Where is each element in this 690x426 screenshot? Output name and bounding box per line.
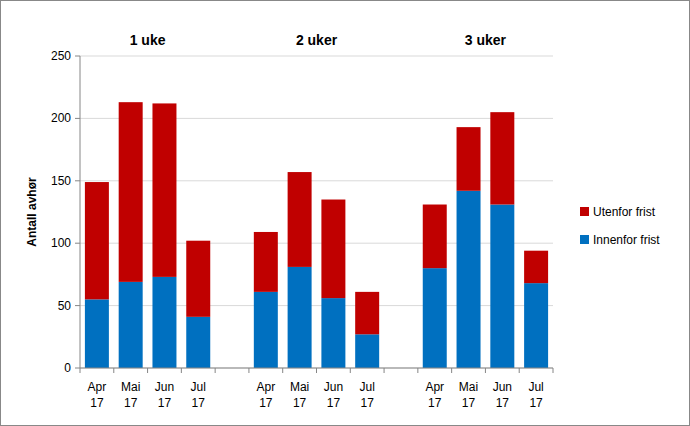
x-tick bbox=[417, 368, 418, 373]
bar-segment bbox=[524, 251, 548, 283]
y-tick-label: 100 bbox=[51, 236, 71, 250]
bar-segment bbox=[524, 283, 548, 368]
legend-swatch bbox=[580, 207, 589, 216]
grid-line bbox=[80, 305, 553, 306]
x-tick-label: Mai17 bbox=[290, 380, 309, 410]
frame bbox=[1, 1, 690, 426]
grid-line bbox=[80, 56, 553, 57]
bar-segment bbox=[254, 292, 278, 368]
y-axis bbox=[80, 56, 81, 368]
x-tick-label: Jun17 bbox=[155, 380, 174, 410]
y-tick-label: 150 bbox=[51, 174, 71, 188]
bar-segment bbox=[355, 292, 379, 334]
x-tick bbox=[519, 368, 520, 373]
x-tick bbox=[350, 368, 351, 373]
bar-segment bbox=[288, 172, 312, 267]
bar-segment bbox=[457, 191, 481, 368]
x-tick-label: Jun17 bbox=[324, 380, 343, 410]
chart: 0 50 100 150 200 250 Apr17 Mai17 Jun17 Jul17 Apr17… bbox=[0, 0, 690, 426]
x-tick bbox=[384, 368, 385, 373]
x-tick-label: Jul17 bbox=[191, 380, 206, 410]
group-label: 1 uke bbox=[130, 32, 166, 48]
bar-segment bbox=[119, 102, 143, 282]
y-tick-label: 200 bbox=[51, 111, 71, 125]
bar-segment bbox=[186, 317, 210, 368]
x-tick bbox=[181, 368, 182, 373]
bar-segment bbox=[423, 268, 447, 368]
bar-segment bbox=[85, 299, 109, 368]
x-tick bbox=[113, 368, 114, 373]
y-axis-label: Antall avhør bbox=[25, 177, 39, 247]
group-label: 3 uker bbox=[465, 32, 507, 48]
y-tick-label: 0 bbox=[64, 361, 71, 375]
y-tick-label: 50 bbox=[58, 299, 72, 313]
x-tick bbox=[485, 368, 486, 373]
bar-segment bbox=[152, 277, 176, 368]
bar-segment bbox=[288, 267, 312, 368]
x-tick-label: Mai17 bbox=[121, 380, 140, 410]
bar-segment bbox=[321, 298, 345, 368]
x-tick bbox=[553, 368, 554, 373]
bars bbox=[85, 102, 548, 368]
x-tick bbox=[451, 368, 452, 373]
bar-segment bbox=[457, 127, 481, 191]
x-tick bbox=[80, 368, 81, 373]
x-tick-label: Apr17 bbox=[256, 380, 275, 410]
y-tick bbox=[75, 368, 80, 369]
x-tick-label: Apr17 bbox=[88, 380, 107, 410]
y-tick-label: 250 bbox=[51, 49, 71, 63]
x-tick bbox=[147, 368, 148, 373]
bar-segment bbox=[119, 282, 143, 368]
legend-label: Utenfor frist bbox=[593, 205, 656, 219]
group-label: 2 uker bbox=[296, 32, 338, 48]
x-tick-label: Jul17 bbox=[360, 380, 375, 410]
bar-segment bbox=[490, 205, 514, 368]
bar-segment bbox=[85, 182, 109, 299]
y-tick bbox=[75, 305, 80, 306]
bar-segment bbox=[355, 334, 379, 368]
x-tick bbox=[282, 368, 283, 373]
x-tick-label: Jun17 bbox=[493, 380, 512, 410]
x-tick bbox=[248, 368, 249, 373]
bar-segment bbox=[152, 103, 176, 276]
grid-line bbox=[80, 118, 553, 119]
bar-segment bbox=[321, 200, 345, 299]
bar-segment bbox=[186, 241, 210, 317]
grid-line bbox=[80, 180, 553, 181]
legend-label: Innenfor frist bbox=[593, 233, 660, 247]
y-tick bbox=[75, 56, 80, 57]
x-tick bbox=[215, 368, 216, 373]
y-tick bbox=[75, 180, 80, 181]
y-tick bbox=[75, 243, 80, 244]
bar-segment bbox=[254, 232, 278, 292]
bar-segment bbox=[423, 205, 447, 269]
x-tick bbox=[316, 368, 317, 373]
bar-segment bbox=[490, 112, 514, 204]
y-tick bbox=[75, 118, 80, 119]
grid-line bbox=[80, 243, 553, 244]
x-tick-label: Apr17 bbox=[425, 380, 444, 410]
x-tick-label: Jul17 bbox=[528, 380, 543, 410]
legend-swatch bbox=[580, 235, 589, 244]
x-tick-label: Mai17 bbox=[459, 380, 478, 410]
